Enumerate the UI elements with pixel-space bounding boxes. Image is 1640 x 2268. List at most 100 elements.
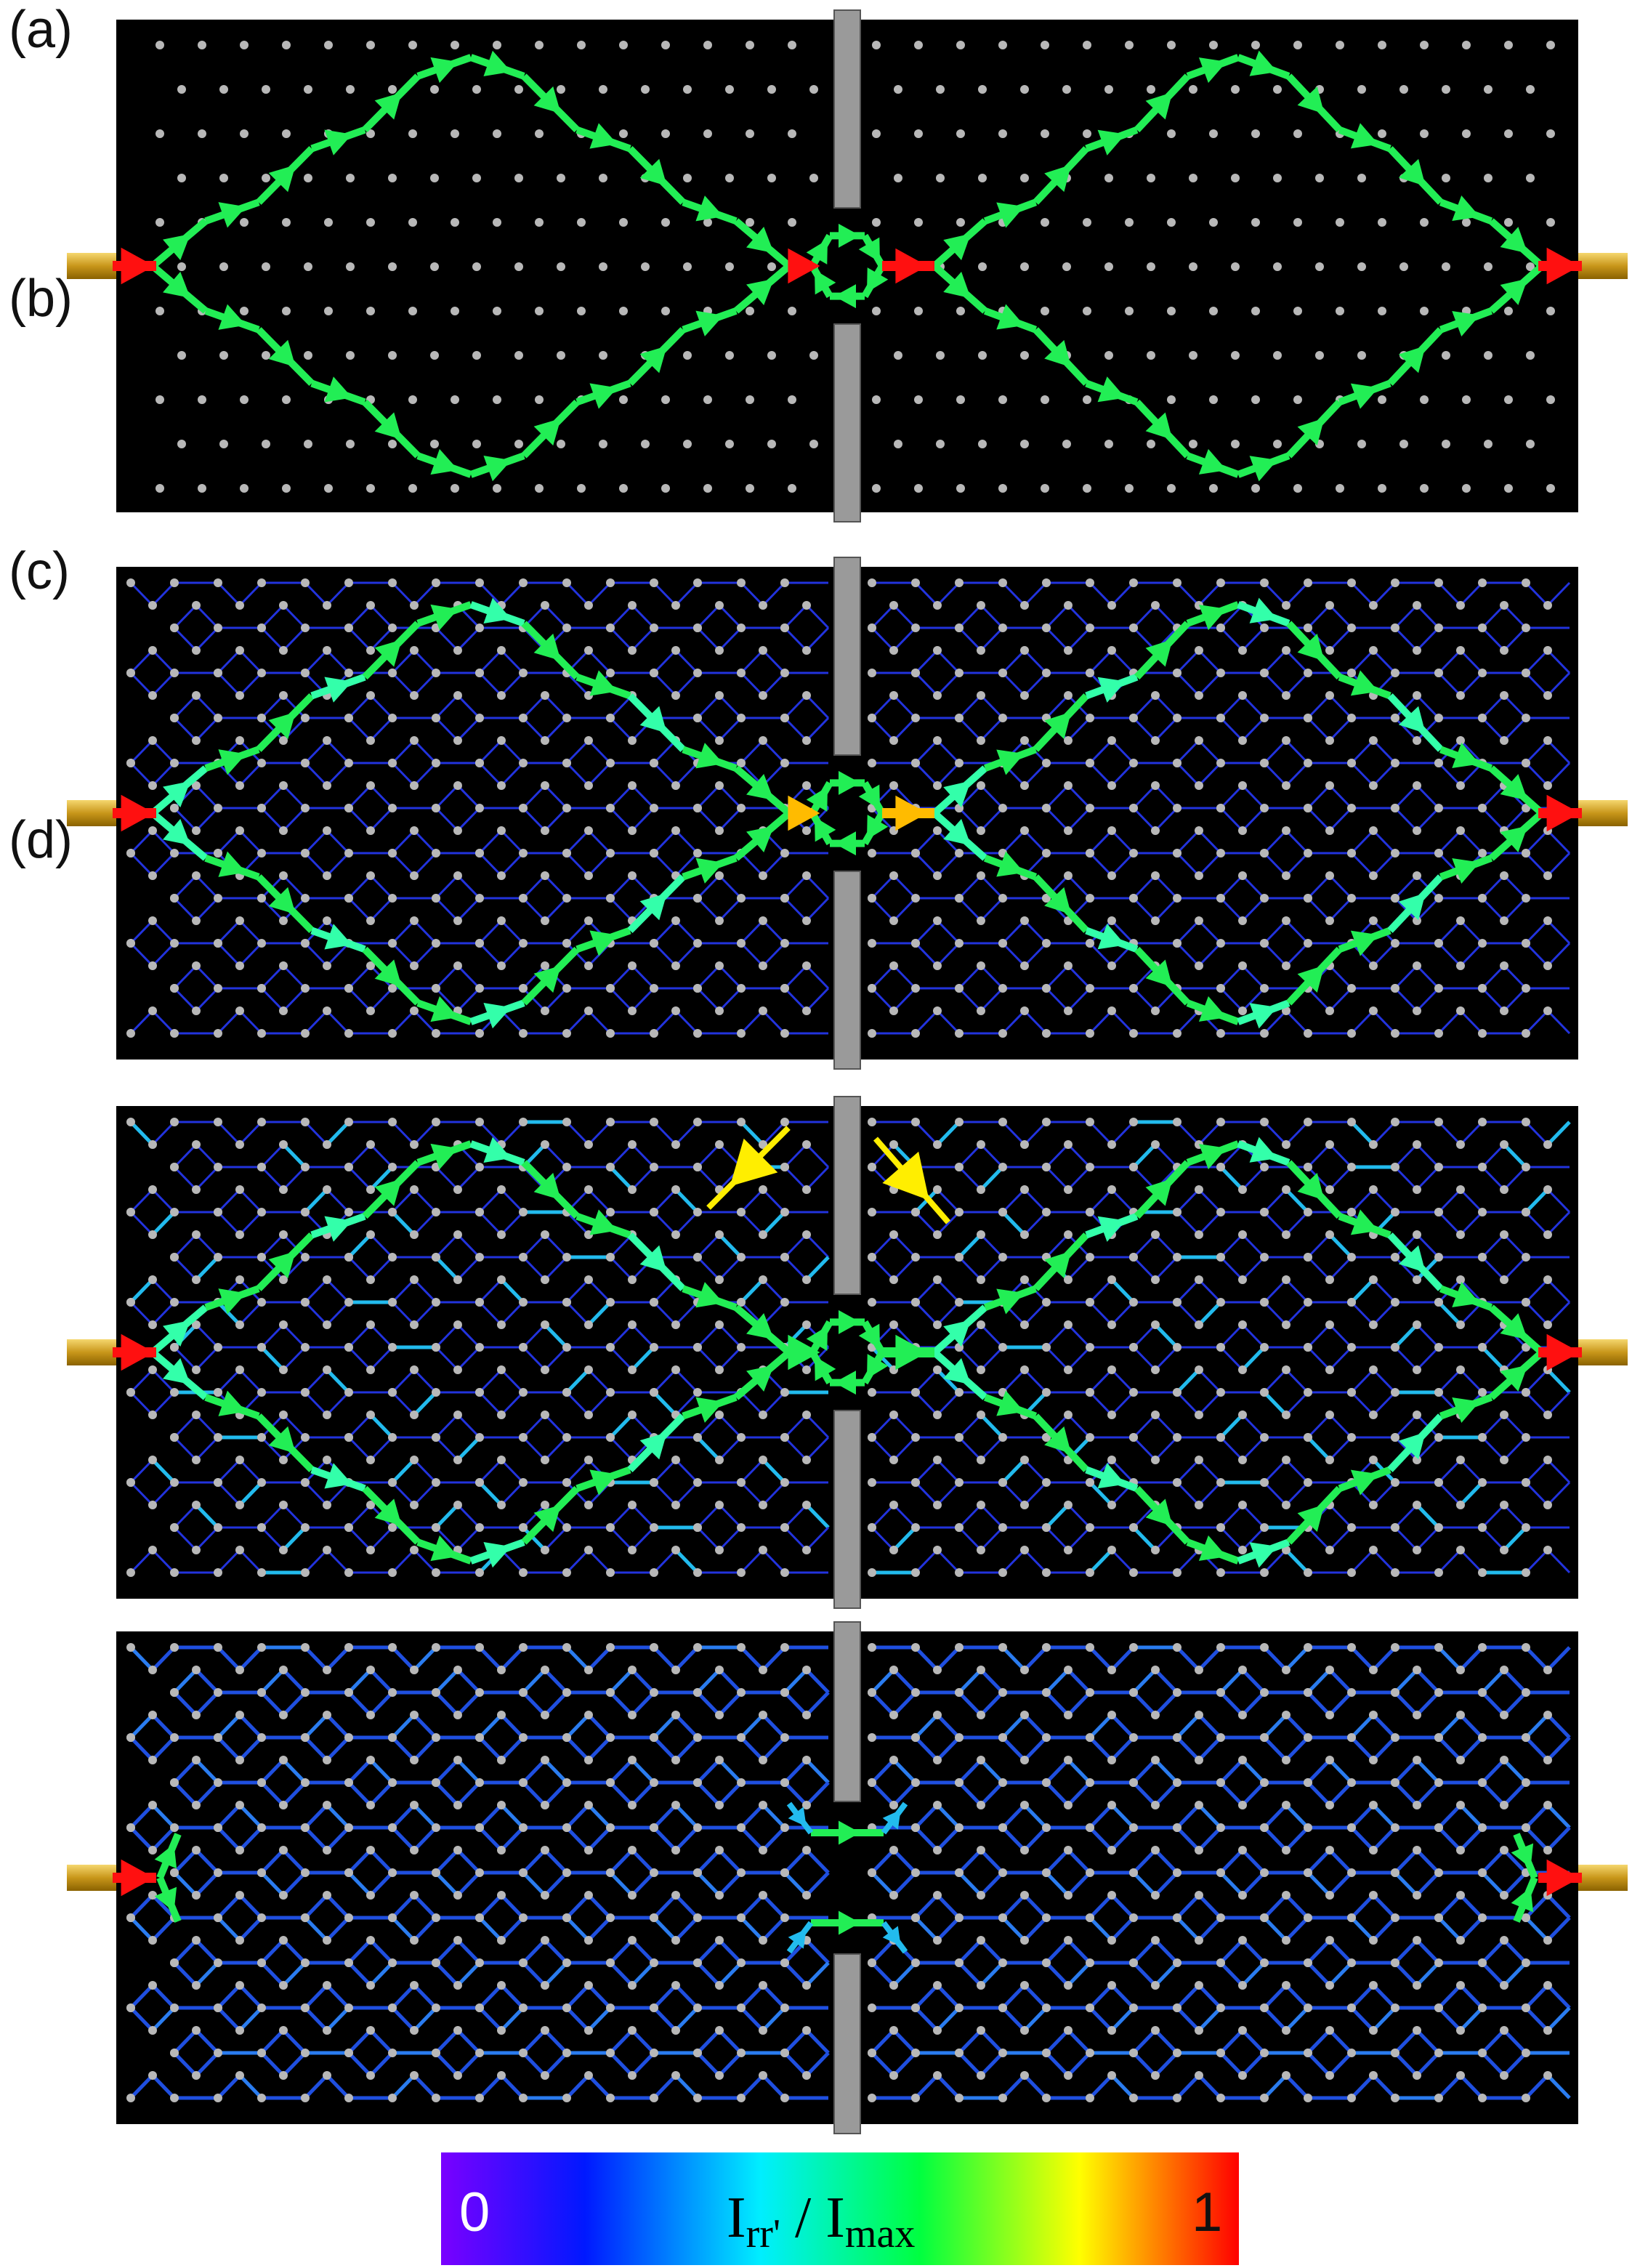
lattice-site xyxy=(584,916,593,925)
lattice-bond xyxy=(914,739,939,764)
lattice-bond xyxy=(326,852,350,877)
lattice-site xyxy=(235,1846,244,1855)
lattice-bond xyxy=(1415,1143,1440,1169)
lattice-site xyxy=(1293,307,1302,315)
lattice-site xyxy=(235,1936,244,1945)
lattice-bond xyxy=(1306,1871,1331,1897)
lattice-site xyxy=(257,1778,266,1787)
lattice-site xyxy=(1020,1846,1029,1855)
lattice-site xyxy=(1129,984,1138,993)
lattice-site xyxy=(788,307,796,315)
lattice-bond xyxy=(1088,1894,1113,1919)
lattice-site xyxy=(1129,1343,1138,1352)
lattice-bond xyxy=(1328,626,1353,652)
lattice-site xyxy=(1456,1501,1465,1509)
lattice-site xyxy=(1522,759,1530,767)
current-arrowhead xyxy=(324,1463,352,1489)
lattice-bond xyxy=(936,852,961,877)
lattice-site xyxy=(911,1913,920,1922)
lattice-bond xyxy=(500,1301,525,1326)
lattice-site xyxy=(1216,1643,1225,1652)
lattice-site xyxy=(1260,1823,1269,1832)
lattice-site xyxy=(214,714,222,722)
lattice-bond xyxy=(1524,1481,1549,1506)
lattice-bond xyxy=(1241,694,1266,719)
lattice-site xyxy=(936,351,945,360)
lattice-site xyxy=(388,1118,397,1126)
lattice-bond xyxy=(1067,717,1091,742)
lattice-site xyxy=(606,1433,615,1442)
lattice-site xyxy=(998,1823,1007,1832)
lattice-bond xyxy=(718,784,743,810)
lattice-site xyxy=(1216,894,1225,903)
lattice-bond xyxy=(1110,829,1135,855)
lattice-bond xyxy=(609,1759,634,1784)
lattice-site xyxy=(301,1343,310,1352)
current-arrowhead xyxy=(324,924,352,950)
lattice-bond xyxy=(151,1211,176,1236)
lattice-site xyxy=(1484,351,1492,360)
lattice-bond xyxy=(304,1481,328,1506)
lattice-bond xyxy=(762,1894,786,1919)
lattice-site xyxy=(497,1456,506,1464)
current-arrowhead xyxy=(163,1320,191,1347)
current-arrowhead xyxy=(639,1432,667,1460)
lattice-bond xyxy=(413,1391,437,1416)
lattice-site xyxy=(323,736,331,745)
lattice-bond xyxy=(696,1323,721,1349)
lattice-bond xyxy=(369,1526,394,1551)
lattice-site xyxy=(1391,1568,1399,1577)
lattice-bond xyxy=(1110,762,1135,787)
lattice-bond xyxy=(783,897,808,922)
lattice-site xyxy=(1391,669,1399,677)
lattice-site xyxy=(802,1230,811,1239)
lattice-site xyxy=(1151,1801,1160,1809)
lattice-site xyxy=(475,578,484,587)
lattice-bond xyxy=(1415,1166,1440,1191)
lattice-site xyxy=(1526,440,1535,448)
lattice-site xyxy=(562,1118,571,1126)
lattice-bond xyxy=(413,671,437,697)
lattice-site xyxy=(577,218,586,227)
lattice-site xyxy=(366,646,375,655)
current-arrowhead xyxy=(1249,597,1277,624)
lattice-bond xyxy=(1459,1549,1484,1574)
lattice-site xyxy=(1413,781,1421,790)
lattice-site xyxy=(977,1365,985,1374)
lattice-bond xyxy=(1306,987,1331,1012)
lattice-bond xyxy=(587,852,612,877)
lattice-site xyxy=(998,1643,1007,1652)
lattice-site xyxy=(628,1185,637,1194)
lattice-site xyxy=(257,894,266,903)
lattice-site xyxy=(1086,1868,1094,1877)
lattice-site xyxy=(802,1456,811,1464)
lattice-site xyxy=(1020,1320,1029,1329)
lattice-site xyxy=(1434,1298,1443,1307)
lattice-bond xyxy=(1306,604,1331,629)
lattice-site xyxy=(282,41,291,49)
lattice-site xyxy=(257,578,266,587)
lattice-bond xyxy=(1197,1301,1222,1326)
lattice-bond xyxy=(260,1781,285,1807)
lattice-site xyxy=(497,1936,506,1945)
lattice-bond xyxy=(1394,1781,1418,1807)
lattice-bond xyxy=(151,581,176,607)
lattice-bond xyxy=(1285,1188,1309,1214)
lattice-bond xyxy=(1481,1504,1506,1529)
lattice-bond xyxy=(674,1736,699,1761)
lattice-bond xyxy=(1176,1009,1200,1035)
lattice-site xyxy=(650,1688,658,1697)
lattice-site xyxy=(1282,1320,1290,1329)
lattice-bond xyxy=(1546,919,1571,945)
lattice-site xyxy=(802,1006,811,1015)
lattice-bond xyxy=(151,762,176,787)
lattice-site xyxy=(1173,1253,1181,1262)
lattice-bond xyxy=(1219,604,1244,629)
lattice-bond xyxy=(674,1714,699,1739)
lattice-bond xyxy=(1481,1781,1506,1807)
lattice-site xyxy=(519,1388,528,1397)
lattice-bond xyxy=(1219,784,1244,810)
lattice-bond xyxy=(1481,694,1506,719)
lattice-site xyxy=(911,849,920,857)
lattice-bond xyxy=(129,829,154,855)
